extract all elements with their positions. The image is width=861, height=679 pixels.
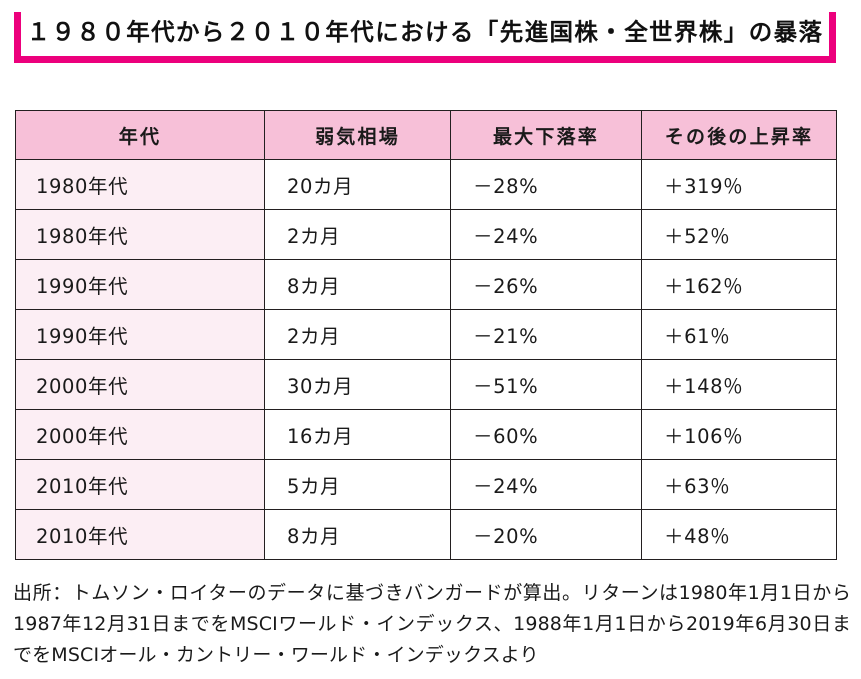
column-header-decade: 年代 [15, 110, 265, 160]
cell-max-drawdown: －20% [450, 509, 642, 560]
cell-max-drawdown: －60% [450, 409, 642, 460]
cell-decade: 1980年代 [15, 159, 265, 210]
cell-max-drawdown: －24% [450, 209, 642, 260]
cell-max-drawdown: －26% [450, 259, 642, 310]
title-banner: １９８０年代から２０１０年代における「先進国株・全世界株」の暴落 [14, 12, 836, 63]
cell-subsequent-gain: ＋162％ [641, 259, 837, 310]
cell-max-drawdown: －28% [450, 159, 642, 210]
table-row: 2010年代 5カ月 －24% ＋63％ [15, 459, 837, 510]
page-title: １９８０年代から２０１０年代における「先進国株・全世界株」の暴落 [26, 18, 824, 47]
cell-max-drawdown: －51% [450, 359, 642, 410]
table-row: 1990年代 2カ月 －21% ＋61％ [15, 309, 837, 360]
cell-decade: 1980年代 [15, 209, 265, 260]
cell-subsequent-gain: ＋106％ [641, 409, 837, 460]
table-row: 1980年代 20カ月 －28% ＋319％ [15, 159, 837, 210]
cell-bear-market: 16カ月 [264, 409, 451, 460]
table-row: 1990年代 8カ月 －26% ＋162％ [15, 259, 837, 310]
table-header-row: 年代 弱気相場 最大下落率 その後の上昇率 [15, 110, 837, 160]
cell-bear-market: 20カ月 [264, 159, 451, 210]
cell-subsequent-gain: ＋48％ [641, 509, 837, 560]
cell-bear-market: 8カ月 [264, 509, 451, 560]
cell-subsequent-gain: ＋61％ [641, 309, 837, 360]
cell-subsequent-gain: ＋148％ [641, 359, 837, 410]
table-header: 年代 弱気相場 最大下落率 その後の上昇率 [15, 110, 837, 160]
cell-bear-market: 2カ月 [264, 209, 451, 260]
column-header-subsequent-gain: その後の上昇率 [641, 110, 837, 160]
cell-decade: 2000年代 [15, 359, 265, 410]
cell-decade: 1990年代 [15, 259, 265, 310]
bear-market-table: 年代 弱気相場 最大下落率 その後の上昇率 1980年代 20カ月 －28% ＋… [15, 110, 837, 560]
table-row: 2000年代 30カ月 －51% ＋148％ [15, 359, 837, 410]
cell-decade: 2010年代 [15, 459, 265, 510]
cell-subsequent-gain: ＋63％ [641, 459, 837, 510]
cell-subsequent-gain: ＋319％ [641, 159, 837, 210]
cell-subsequent-gain: ＋52％ [641, 209, 837, 260]
cell-decade: 2010年代 [15, 509, 265, 560]
table-body: 1980年代 20カ月 －28% ＋319％ 1980年代 2カ月 －24% ＋… [15, 159, 837, 560]
cell-bear-market: 5カ月 [264, 459, 451, 510]
source-footnote: 出所：トムソン・ロイターのデータに基づきバンガードが算出。リターンは1980年1… [13, 582, 851, 666]
cell-max-drawdown: －21% [450, 309, 642, 360]
cell-bear-market: 8カ月 [264, 259, 451, 310]
cell-decade: 2000年代 [15, 409, 265, 460]
table-row: 1980年代 2カ月 －24% ＋52％ [15, 209, 837, 260]
cell-bear-market: 30カ月 [264, 359, 451, 410]
cell-bear-market: 2カ月 [264, 309, 451, 360]
cell-decade: 1990年代 [15, 309, 265, 360]
cell-max-drawdown: －24% [450, 459, 642, 510]
table-row: 2010年代 8カ月 －20% ＋48％ [15, 509, 837, 560]
column-header-bear-market: 弱気相場 [264, 110, 451, 160]
column-header-max-drawdown: 最大下落率 [450, 110, 642, 160]
table-row: 2000年代 16カ月 －60% ＋106％ [15, 409, 837, 460]
